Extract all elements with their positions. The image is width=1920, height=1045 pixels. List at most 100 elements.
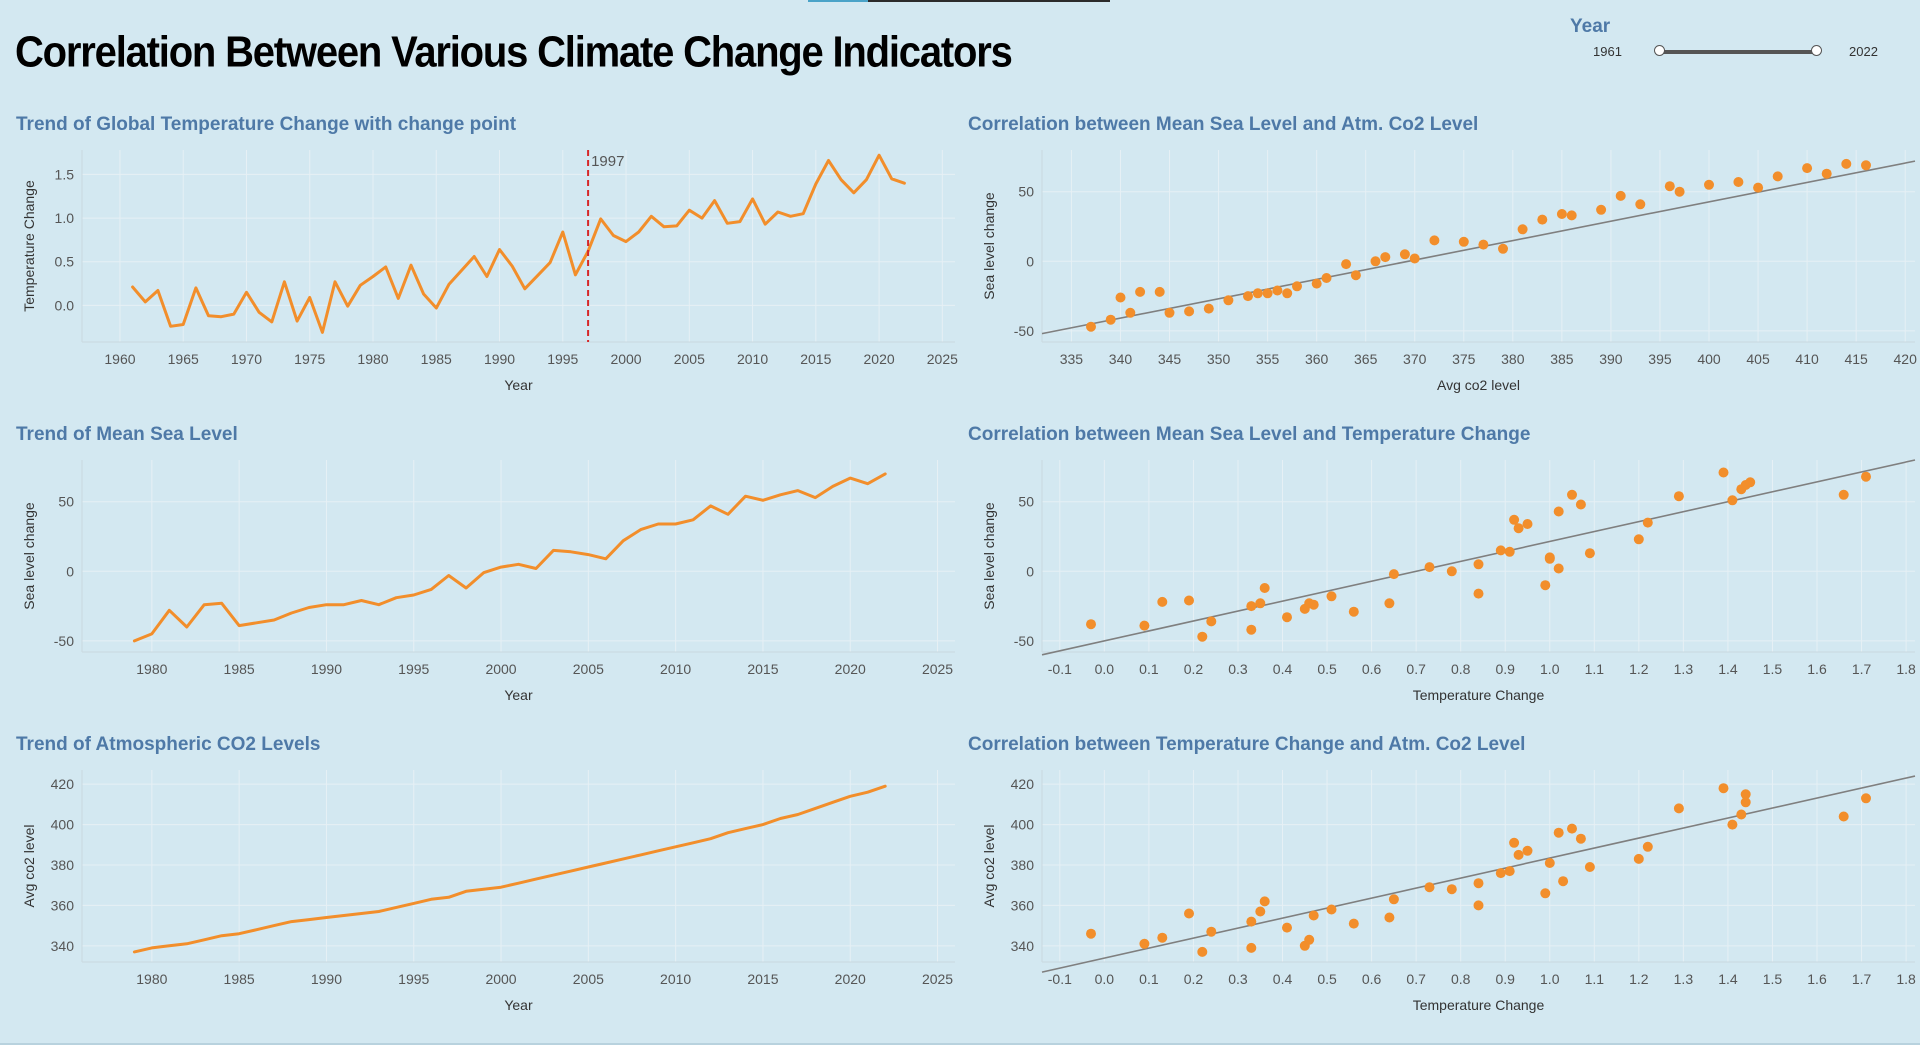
x-tick-label: 0.8 — [1451, 661, 1471, 677]
data-point — [1206, 926, 1217, 937]
data-point — [1478, 239, 1489, 250]
data-point — [1341, 259, 1352, 270]
temp-vs-co2-chart: -0.1 0.0 0.1 0.2 0.3 0.4 0.5 0.6 0.7 0.8 0.9 1.0 1.1… — [981, 770, 1916, 1013]
year-filter[interactable]: Year 1961 2022 — [1560, 14, 1890, 64]
data-point — [1861, 471, 1871, 482]
x-tick-label: 0.7 — [1406, 971, 1426, 987]
top-tab-indicator — [808, 0, 868, 2]
data-point — [1282, 288, 1293, 299]
data-point — [1553, 563, 1564, 574]
y-tick-label: 380 — [51, 857, 75, 873]
page-title: Correlation Between Various Climate Chan… — [15, 28, 1013, 77]
temp-trend-chart: 1960 1965 1970 1975 1980 1985 1990 1995 2000 2005… — [21, 150, 958, 393]
x-tick-label: 2000 — [485, 971, 516, 987]
data-point — [1326, 904, 1337, 915]
data-point — [1252, 288, 1263, 299]
y-tick-label: 0 — [1026, 253, 1034, 269]
data-point — [1086, 619, 1096, 630]
co2-trend-title: Trend of Atmospheric CO2 Levels — [16, 734, 321, 755]
y-tick-label: 0 — [66, 563, 74, 579]
sea-trend-title: Trend of Mean Sea Level — [16, 424, 238, 445]
data-point — [1424, 882, 1435, 893]
x-tick-label: 1.3 — [1674, 661, 1694, 677]
data-point — [1246, 916, 1257, 927]
x-tick-label: 400 — [1697, 351, 1721, 367]
data-point — [1772, 171, 1783, 182]
x-tick-label: 1990 — [311, 661, 342, 677]
data-point — [1861, 793, 1871, 804]
co2-trend-chart: 1980 1985 1990 1995 2000 2005 2010 2015 2020 2025… — [21, 770, 955, 1013]
data-point — [1740, 789, 1751, 800]
data-point — [1513, 849, 1524, 860]
series-line — [131, 153, 906, 334]
y-tick-label: 400 — [1011, 817, 1035, 833]
data-point — [1282, 922, 1292, 933]
data-point — [1424, 562, 1435, 573]
data-point — [1522, 845, 1533, 856]
data-point — [1575, 499, 1586, 510]
data-point — [1197, 946, 1208, 957]
top-tab-bar — [808, 0, 1110, 2]
x-tick-label: 1.0 — [1540, 661, 1560, 677]
y-tick-label: 420 — [1011, 776, 1035, 792]
data-point — [1223, 295, 1234, 306]
data-point — [1745, 477, 1756, 488]
data-point — [1673, 803, 1684, 814]
x-tick-label: 380 — [1501, 351, 1525, 367]
data-point — [1321, 273, 1332, 283]
data-point — [1255, 598, 1266, 609]
x-tick-label: 1.3 — [1674, 971, 1694, 987]
data-point — [1473, 878, 1484, 889]
year-slider-track[interactable] — [1659, 50, 1816, 54]
data-point — [1537, 214, 1548, 225]
y-tick-label: 0.0 — [55, 297, 75, 313]
x-axis-title: Year — [504, 997, 533, 1013]
data-point — [1154, 286, 1165, 297]
data-point — [1388, 569, 1399, 580]
x-tick-label: 0.0 — [1095, 971, 1115, 987]
x-tick-label: 0.6 — [1362, 661, 1382, 677]
x-tick-label: -0.1 — [1048, 971, 1072, 987]
temp-vs-co2-title: Correlation between Temperature Change a… — [968, 734, 1526, 755]
y-axis-title: Sea level change — [981, 502, 997, 610]
data-point — [1509, 514, 1520, 525]
data-point — [1308, 910, 1319, 921]
x-tick-label: 1985 — [421, 351, 452, 367]
y-tick-label: -50 — [1014, 633, 1034, 649]
bottom-divider — [0, 1043, 1920, 1045]
data-point — [1348, 918, 1359, 929]
data-point — [1255, 906, 1266, 917]
y-tick-label: 360 — [51, 897, 75, 913]
x-tick-label: 2010 — [660, 971, 691, 987]
data-point — [1498, 243, 1508, 254]
x-tick-label: 1985 — [224, 661, 255, 677]
x-tick-label: 2025 — [922, 971, 953, 987]
data-point — [1673, 491, 1684, 502]
data-point — [1633, 534, 1644, 545]
x-tick-label: 1980 — [136, 971, 167, 987]
data-point — [1841, 158, 1852, 169]
x-tick-label: 1970 — [231, 351, 262, 367]
year-slider-min-handle[interactable] — [1654, 45, 1665, 56]
data-point — [1575, 833, 1586, 844]
data-point — [1718, 783, 1729, 794]
data-point — [1262, 288, 1273, 299]
x-tick-label: 1995 — [547, 351, 578, 367]
data-point — [1272, 285, 1283, 296]
data-point — [1642, 841, 1653, 852]
x-tick-label: 1.8 — [1896, 971, 1916, 987]
year-slider-max-handle[interactable] — [1811, 45, 1822, 56]
data-point — [1838, 811, 1849, 822]
x-tick-label: 0.0 — [1095, 661, 1115, 677]
x-tick-label: 1.0 — [1540, 971, 1560, 987]
data-point — [1753, 182, 1764, 193]
y-tick-label: 50 — [1018, 184, 1034, 200]
x-tick-label: 1.5 — [1763, 661, 1783, 677]
data-point — [1553, 827, 1564, 838]
y-axis-title: Temperature Change — [21, 180, 37, 312]
x-axis-title: Year — [504, 377, 533, 393]
data-point — [1370, 256, 1381, 267]
x-tick-label: 1.6 — [1807, 971, 1827, 987]
x-tick-label: 2005 — [674, 351, 705, 367]
data-point — [1736, 809, 1747, 820]
